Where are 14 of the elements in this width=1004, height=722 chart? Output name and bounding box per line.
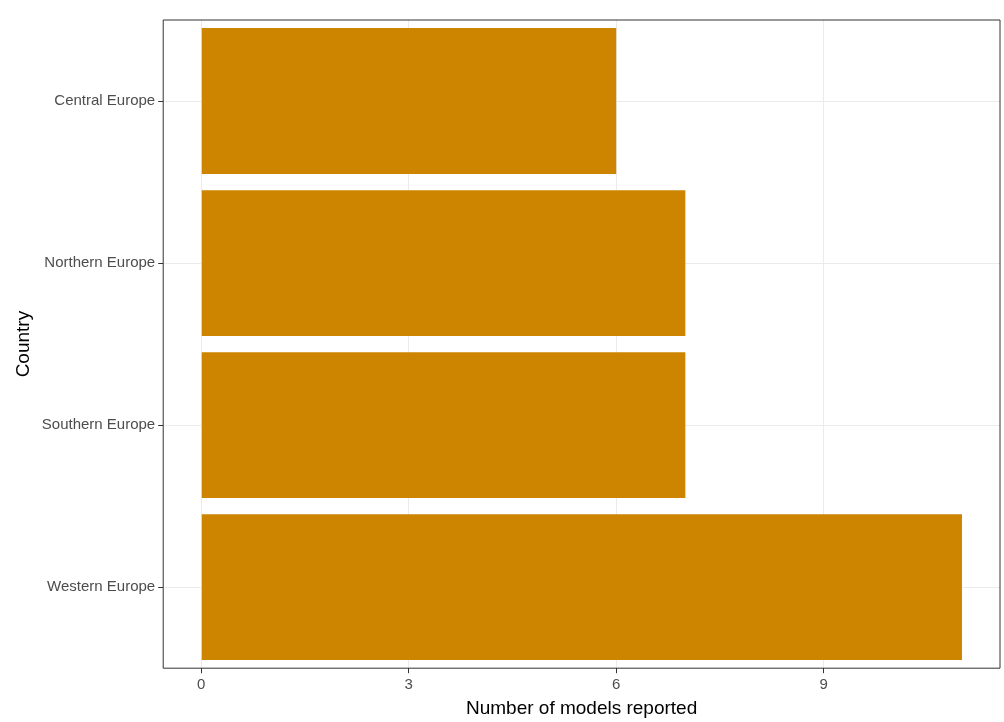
y-tick-label: Central Europe <box>54 91 156 109</box>
bar <box>201 514 962 661</box>
bar <box>201 190 686 336</box>
y-tick-label: Western Europe <box>47 577 156 595</box>
y-tick-label: Northern Europe <box>44 253 156 271</box>
y-axis-title: Country <box>11 310 33 378</box>
x-tick-label: 6 <box>612 675 621 693</box>
x-tick-label: 3 <box>404 675 413 693</box>
bar <box>201 28 617 174</box>
x-tick-label: 0 <box>197 675 206 693</box>
x-tick-label: 9 <box>819 675 828 693</box>
x-axis-title: Number of models reported <box>465 696 698 718</box>
y-tick-label: Southern Europe <box>41 415 156 433</box>
bar <box>201 352 686 499</box>
